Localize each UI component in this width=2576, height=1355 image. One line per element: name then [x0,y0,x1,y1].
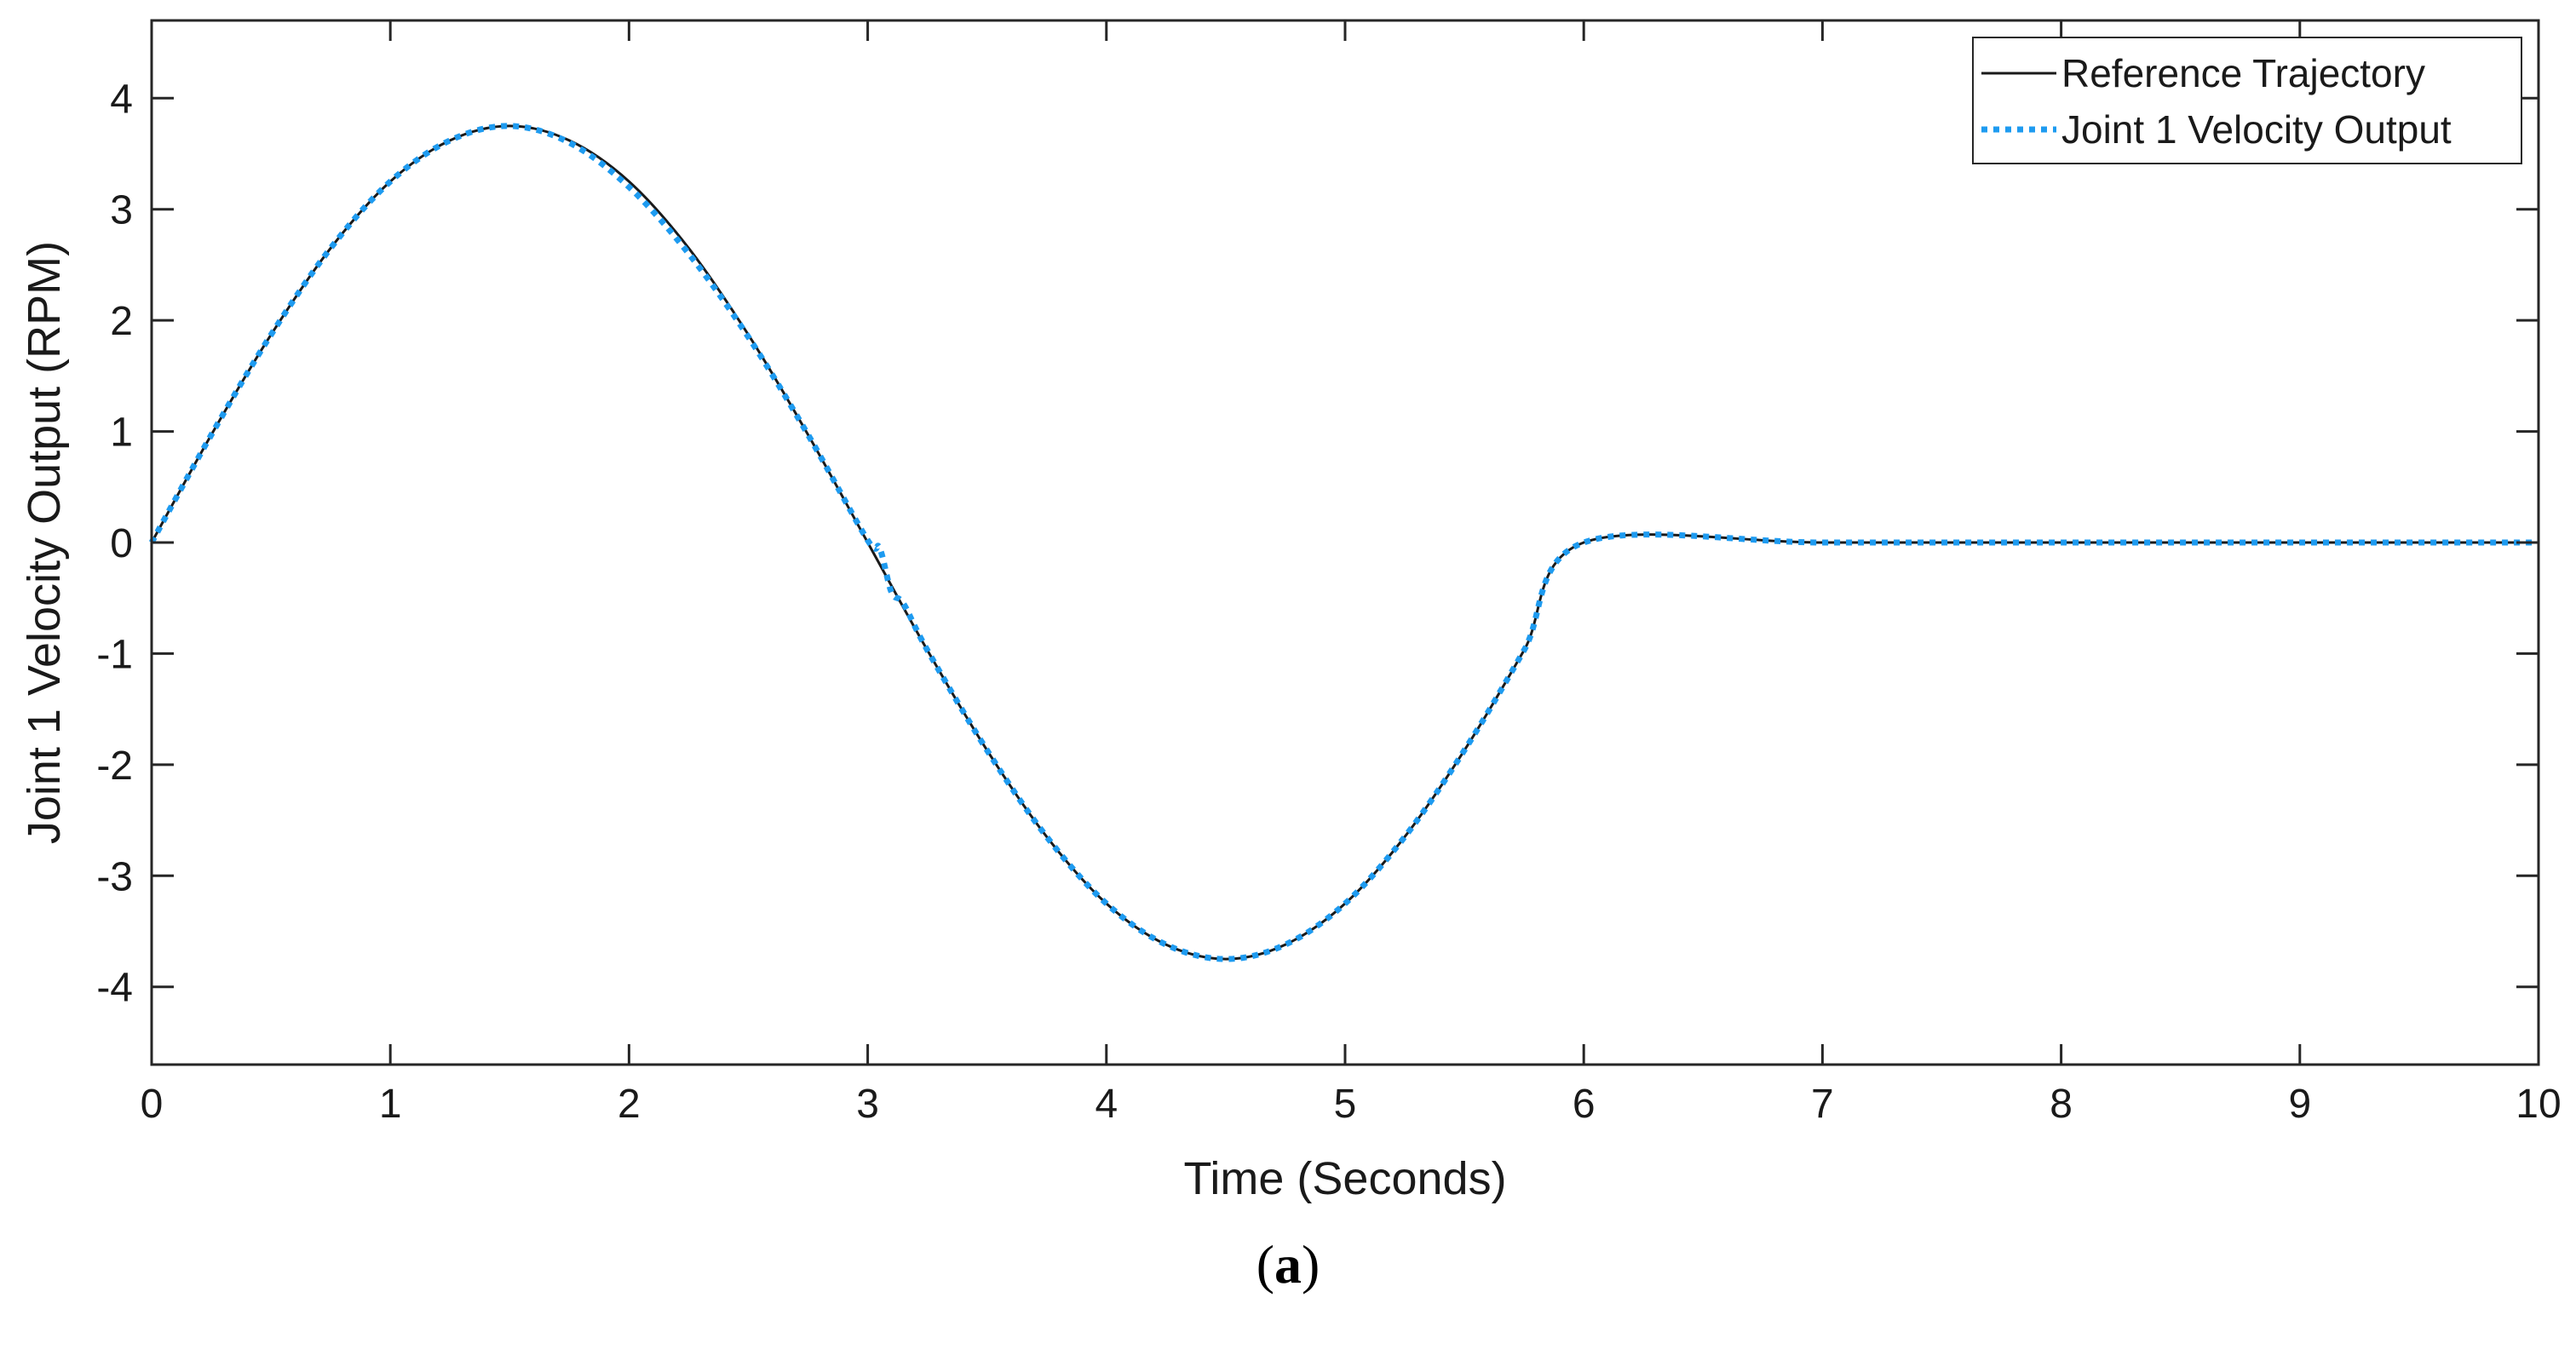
y-tick-label: 2 [110,299,133,344]
series-line-velocity-output [148,123,2539,962]
y-tick-label: -4 [96,966,133,1011]
caption-open-paren: ( [1256,1234,1274,1295]
caption-letter: a [1274,1234,1302,1295]
x-tick-label: 2 [618,1082,641,1127]
figure-caption: (a) [0,1233,2576,1296]
y-axis-label: Joint 1 Velocity Output (RPM) [19,241,70,844]
x-tick-label: 8 [2050,1082,2073,1127]
y-tick-label: -1 [96,632,133,677]
caption-close-paren: ) [1302,1234,1320,1295]
x-axis-label: Time (Seconds) [1183,1153,1506,1204]
plot-lines [148,123,2539,962]
x-tick-label: 3 [856,1082,879,1127]
y-tick-label: -2 [96,744,133,789]
y-tick-label: 1 [110,411,133,456]
x-axis-ticks: 0 1 2 3 4 5 6 7 8 9 10 [141,20,2562,1127]
y-tick-label: 4 [110,77,133,122]
x-tick-label: 4 [1095,1082,1118,1127]
x-tick-label: 0 [141,1082,164,1127]
x-tick-label: 1 [379,1082,402,1127]
legend-box [1972,37,2522,164]
y-axis-ticks: 4 3 2 1 0 -1 -2 -3 -4 [96,77,2539,1011]
y-tick-label: -3 [96,854,133,899]
legend-label-velocity-output: Joint 1 Velocity Output [2061,107,2452,152]
x-tick-label: 5 [1334,1082,1357,1127]
x-tick-label: 6 [1573,1082,1596,1127]
y-tick-label: 0 [110,521,133,566]
legend: Reference Trajectory Joint 1 Velocity Ou… [1972,37,2522,164]
x-tick-label: 9 [2288,1082,2311,1127]
x-tick-label: 7 [1811,1082,1834,1127]
y-tick-label: 3 [110,188,133,233]
x-tick-label: 10 [2516,1082,2561,1127]
legend-label-reference: Reference Trajectory [2061,51,2425,95]
